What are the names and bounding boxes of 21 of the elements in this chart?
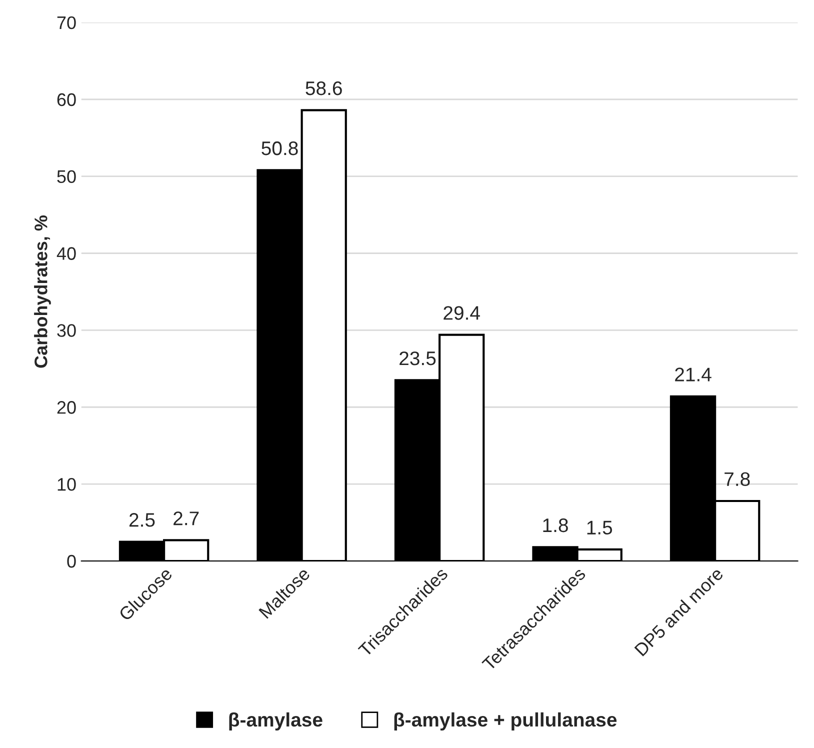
legend-label: β-amylase bbox=[229, 712, 322, 730]
legend-label: β-amylase + pullulanase bbox=[394, 712, 617, 730]
y-tick-label: 50 bbox=[57, 170, 76, 184]
y-tick-label: 40 bbox=[56, 247, 76, 260]
y-tick-label: 20 bbox=[57, 401, 76, 414]
y-tick-label: 70 bbox=[57, 16, 76, 30]
data-label: 7.8 bbox=[724, 472, 750, 486]
y-axis-title: Carbohydrates, % bbox=[34, 215, 51, 368]
data-label: 1.5 bbox=[587, 520, 612, 535]
data-label: 21.4 bbox=[675, 368, 712, 382]
data-label: 50.8 bbox=[262, 141, 298, 156]
data-label: 29.4 bbox=[444, 306, 480, 320]
data-label: 2.7 bbox=[174, 512, 199, 526]
y-tick-label: 0 bbox=[67, 554, 76, 568]
y-tick-label: 30 bbox=[57, 324, 76, 337]
y-tick-label: 60 bbox=[57, 93, 76, 106]
y-tick-label: 10 bbox=[58, 478, 76, 491]
data-label: 58.6 bbox=[306, 81, 342, 96]
data-label: 23.5 bbox=[400, 351, 436, 366]
data-label: 2.5 bbox=[129, 513, 155, 527]
data-label: 1.8 bbox=[543, 518, 568, 532]
